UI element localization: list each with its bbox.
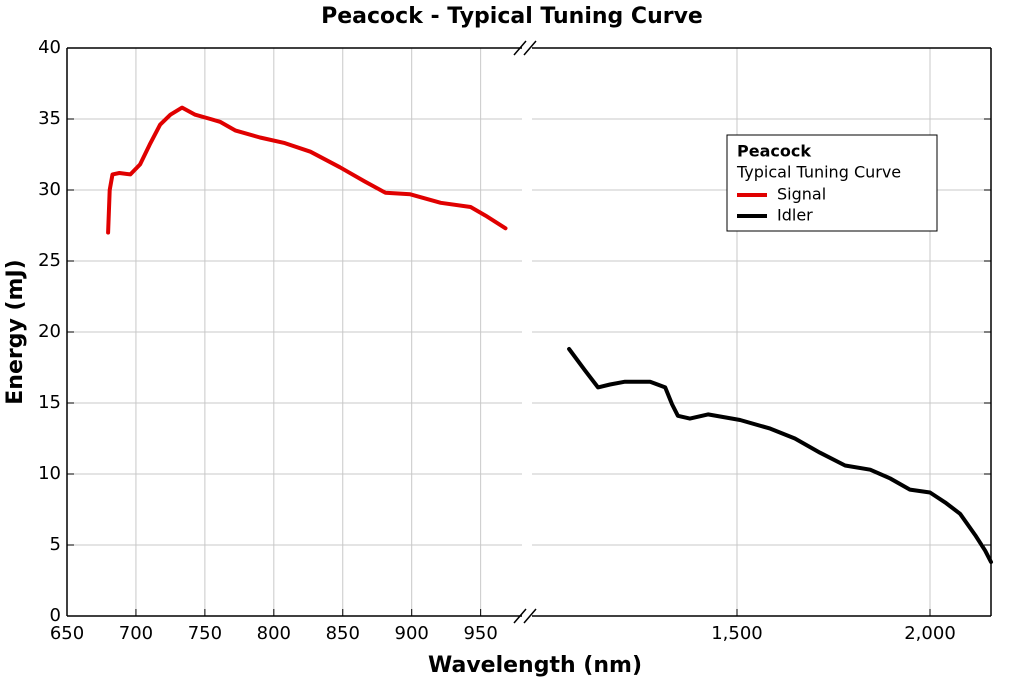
x-tick-label: 900 (395, 623, 429, 644)
x-tick-label: 1,500 (711, 623, 763, 644)
legend-title: Peacock (737, 142, 811, 161)
x-tick-label: 700 (119, 623, 153, 644)
y-tick-label: 15 (38, 392, 61, 413)
x-tick-label: 950 (463, 623, 497, 644)
y-axis-label: Energy (mJ) (3, 259, 28, 404)
y-tick-label: 25 (38, 250, 61, 271)
y-tick-label: 10 (38, 463, 61, 484)
y-tick-label: 20 (38, 321, 61, 342)
legend-subtitle: Typical Tuning Curve (736, 163, 901, 182)
y-tick-label: 0 (50, 605, 61, 626)
y-tick-label: 5 (50, 534, 61, 555)
y-tick-label: 30 (38, 179, 61, 200)
x-tick-label: 800 (257, 623, 291, 644)
x-tick-label: 650 (50, 623, 84, 644)
series-line (567, 347, 993, 564)
x-tick-label: 850 (326, 623, 360, 644)
y-tick-label: 35 (38, 108, 61, 129)
x-axis-label: Wavelength (nm) (428, 653, 642, 678)
chart-title: Peacock - Typical Tuning Curve (321, 4, 703, 29)
y-tick-label: 40 (38, 37, 61, 58)
legend-label: Idler (777, 206, 813, 225)
axis-break (513, 608, 527, 624)
legend-label: Signal (777, 185, 826, 204)
x-tick-label: 750 (188, 623, 222, 644)
axis-break (523, 40, 537, 56)
x-tick-label: 2,000 (904, 623, 956, 644)
axis-break (523, 608, 537, 624)
series-line (106, 105, 508, 235)
axis-break (513, 40, 527, 56)
